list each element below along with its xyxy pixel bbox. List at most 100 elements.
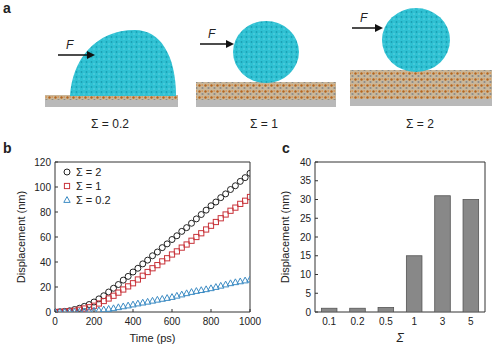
- figure: abcFΣ = 0.2FΣ = 1FΣ = 202004006008001000…: [0, 0, 500, 356]
- x-tick-label: 0.2: [351, 316, 365, 327]
- y-tick-label: 15: [300, 250, 312, 261]
- point: [247, 276, 250, 282]
- bar: [350, 308, 366, 312]
- snapshot: F Σ = 1: [196, 21, 336, 131]
- point: [223, 191, 229, 197]
- snapshot: F Σ = 2: [350, 8, 492, 131]
- y-tick: [315, 255, 318, 256]
- substrate: [45, 100, 178, 107]
- x-tick-label: 200: [86, 316, 103, 327]
- point: [154, 249, 160, 255]
- y-tick: [315, 293, 318, 294]
- point: [203, 207, 209, 213]
- series: [55, 276, 250, 312]
- bar: [378, 308, 394, 313]
- force-label: F: [66, 38, 74, 52]
- y-tick: [315, 218, 318, 219]
- droplet: [382, 8, 450, 72]
- y-tick: [55, 287, 58, 288]
- force-label: F: [360, 11, 368, 25]
- frame-top: [315, 162, 485, 163]
- plot-data: [321, 196, 478, 312]
- x-axis-title: Time (ps): [129, 332, 175, 344]
- x-tick-label: 0: [52, 316, 58, 327]
- bar: [406, 256, 422, 312]
- brush-layer: [350, 70, 492, 99]
- point: [66, 308, 72, 312]
- snapshot-label: Σ = 2: [406, 117, 434, 131]
- y-tick-label: 120: [34, 157, 51, 168]
- axes: 02004006008001000020406080100120Time (ps…: [15, 157, 262, 345]
- x-tick-label: 0.5: [379, 316, 393, 327]
- point: [242, 175, 248, 181]
- frame-right: [250, 162, 251, 312]
- y-tick-label: 20: [300, 232, 312, 243]
- legend-marker: [64, 169, 70, 175]
- y-tick-label: 20: [40, 282, 52, 293]
- point: [57, 309, 63, 312]
- y-tick: [55, 237, 58, 238]
- legend: Σ = 2 Σ = 1 Σ = 0.2: [64, 166, 111, 206]
- x-tick-label: 5: [468, 316, 474, 327]
- legend-label: Σ = 0.2: [76, 194, 111, 206]
- series: [55, 170, 250, 312]
- y-tick: [55, 162, 58, 163]
- point: [164, 241, 170, 247]
- legend-label: Σ = 2: [76, 166, 101, 178]
- x-tick-label: 1000: [239, 316, 262, 327]
- panel-label: a: [3, 0, 11, 16]
- force-arrow: [58, 54, 89, 56]
- y-tick: [315, 162, 318, 163]
- droplet: [233, 21, 299, 83]
- y-tick-label: 10: [300, 269, 312, 280]
- y-tick-label: 40: [300, 157, 312, 168]
- point: [247, 194, 250, 199]
- point: [145, 257, 151, 263]
- point: [174, 233, 180, 239]
- point: [71, 308, 77, 312]
- x-tick: [250, 309, 251, 312]
- point: [189, 220, 195, 226]
- y-axis-title: Displacement (nm): [279, 191, 291, 283]
- point: [125, 273, 131, 279]
- force-arrowhead: [87, 51, 95, 59]
- snapshot-label: Σ = 1: [250, 117, 278, 131]
- frame-top: [55, 162, 250, 163]
- legend-label: Σ = 1: [76, 180, 101, 192]
- bar: [463, 200, 479, 313]
- y-tick: [315, 199, 318, 200]
- force-arrowhead: [226, 40, 234, 48]
- point: [198, 212, 204, 218]
- bar: [321, 308, 337, 312]
- frame-right: [485, 162, 486, 312]
- point: [76, 308, 82, 312]
- snapshot-label: Σ = 0.2: [91, 117, 129, 131]
- point: [232, 183, 238, 189]
- y-tick: [315, 180, 318, 181]
- x-tick-label: 0.1: [322, 316, 336, 327]
- legend-marker: [64, 183, 69, 188]
- y-tick-label: 80: [40, 207, 52, 218]
- droplet: [70, 30, 176, 96]
- x-axis-title: Σ: [395, 331, 404, 345]
- y-tick: [55, 187, 58, 188]
- force-arrow: [352, 27, 377, 29]
- panel-label: b: [3, 140, 12, 156]
- legend-marker: [64, 197, 70, 203]
- point: [247, 170, 250, 176]
- x-tick: [133, 309, 134, 312]
- y-axis-title: Displacement (nm): [15, 191, 27, 283]
- axes: 05101520253035400.10.20.5135ΣDisplacemen…: [279, 157, 485, 346]
- x-tick-label: 600: [164, 316, 181, 327]
- point: [81, 308, 87, 312]
- snapshot: F Σ = 0.2: [45, 30, 178, 131]
- x-tick: [172, 309, 173, 312]
- panel-label: c: [282, 140, 290, 156]
- force-arrow: [200, 43, 228, 45]
- y-tick: [315, 274, 318, 275]
- force-label: F: [208, 27, 216, 41]
- point: [135, 265, 141, 271]
- x-axis: [315, 312, 485, 313]
- brush-layer: [196, 82, 336, 100]
- substrate: [196, 100, 336, 107]
